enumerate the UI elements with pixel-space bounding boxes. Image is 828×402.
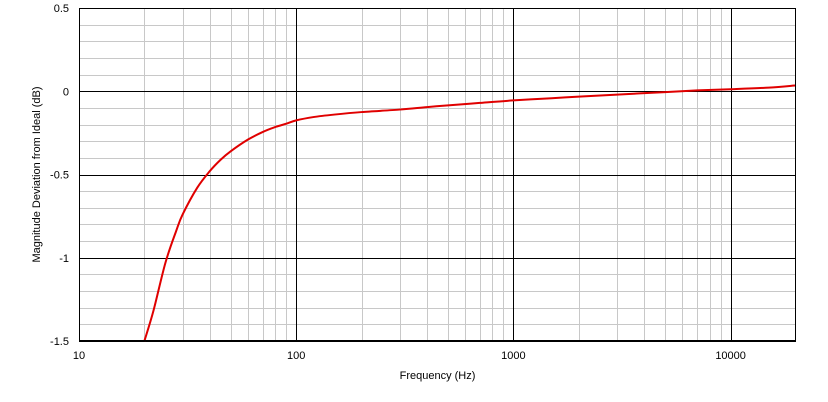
plot-background [79, 8, 796, 341]
x-axis-title: Frequency (Hz) [400, 370, 476, 382]
plot-frame [79, 8, 796, 341]
y-tick-labels: 0.5 0 -0.5 -1 -1.5 [50, 3, 69, 348]
x-tick-label: 10 [73, 350, 85, 362]
y-tick-label: -0.5 [50, 170, 69, 182]
x-tick-label: 1000 [501, 350, 525, 362]
grid [79, 8, 796, 342]
x-tick-label: 10000 [715, 350, 746, 362]
x-tick-label: 100 [287, 350, 305, 362]
y-tick-label: -1.5 [50, 336, 69, 348]
y-tick-label: 0.5 [54, 3, 69, 15]
x-tick-labels: 10 100 1000 10000 [73, 350, 746, 362]
y-tick-label: 0 [63, 86, 69, 98]
series-line-0 [143, 84, 797, 342]
y-axis-title: Magnitude Deviation from Ideal (dB) [31, 86, 43, 262]
y-tick-label: -1 [59, 253, 69, 265]
series-layer [143, 84, 797, 342]
